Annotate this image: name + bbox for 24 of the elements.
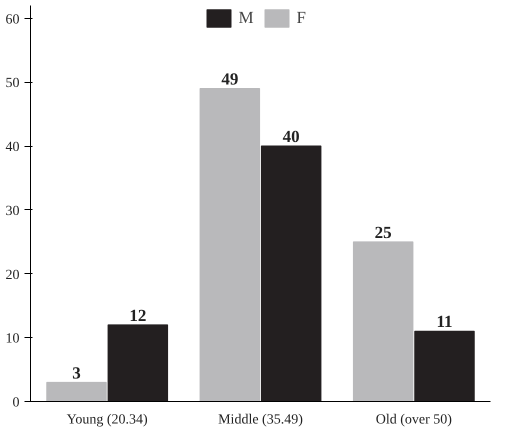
data-label: 3 [72, 363, 81, 382]
data-label: 12 [129, 306, 146, 325]
bar [260, 146, 322, 402]
bar [46, 382, 107, 402]
data-label: 25 [374, 222, 392, 242]
y-tick-label: 20 [6, 268, 20, 283]
y-tick-label: 60 [6, 12, 20, 28]
data-label: 49 [221, 70, 238, 89]
y-tick-label: 30 [6, 204, 20, 219]
x-tick-label: Middle (35.49) [218, 412, 304, 428]
legend-label: M [238, 8, 255, 28]
bar [352, 241, 414, 402]
y-tick-label: 40 [6, 140, 20, 156]
data-label: 40 [282, 127, 300, 146]
data-label: 11 [436, 312, 453, 332]
bar [414, 330, 475, 402]
legend-label: F [296, 8, 307, 28]
y-tick-label: 10 [6, 332, 20, 347]
bar [108, 324, 168, 402]
x-tick-label: Young (20.34) [66, 412, 148, 428]
y-tick-label: 50 [6, 76, 20, 92]
bar [200, 88, 260, 402]
y-tick-label: 0 [12, 396, 20, 410]
x-tick-label: Old (over 50) [376, 412, 452, 428]
